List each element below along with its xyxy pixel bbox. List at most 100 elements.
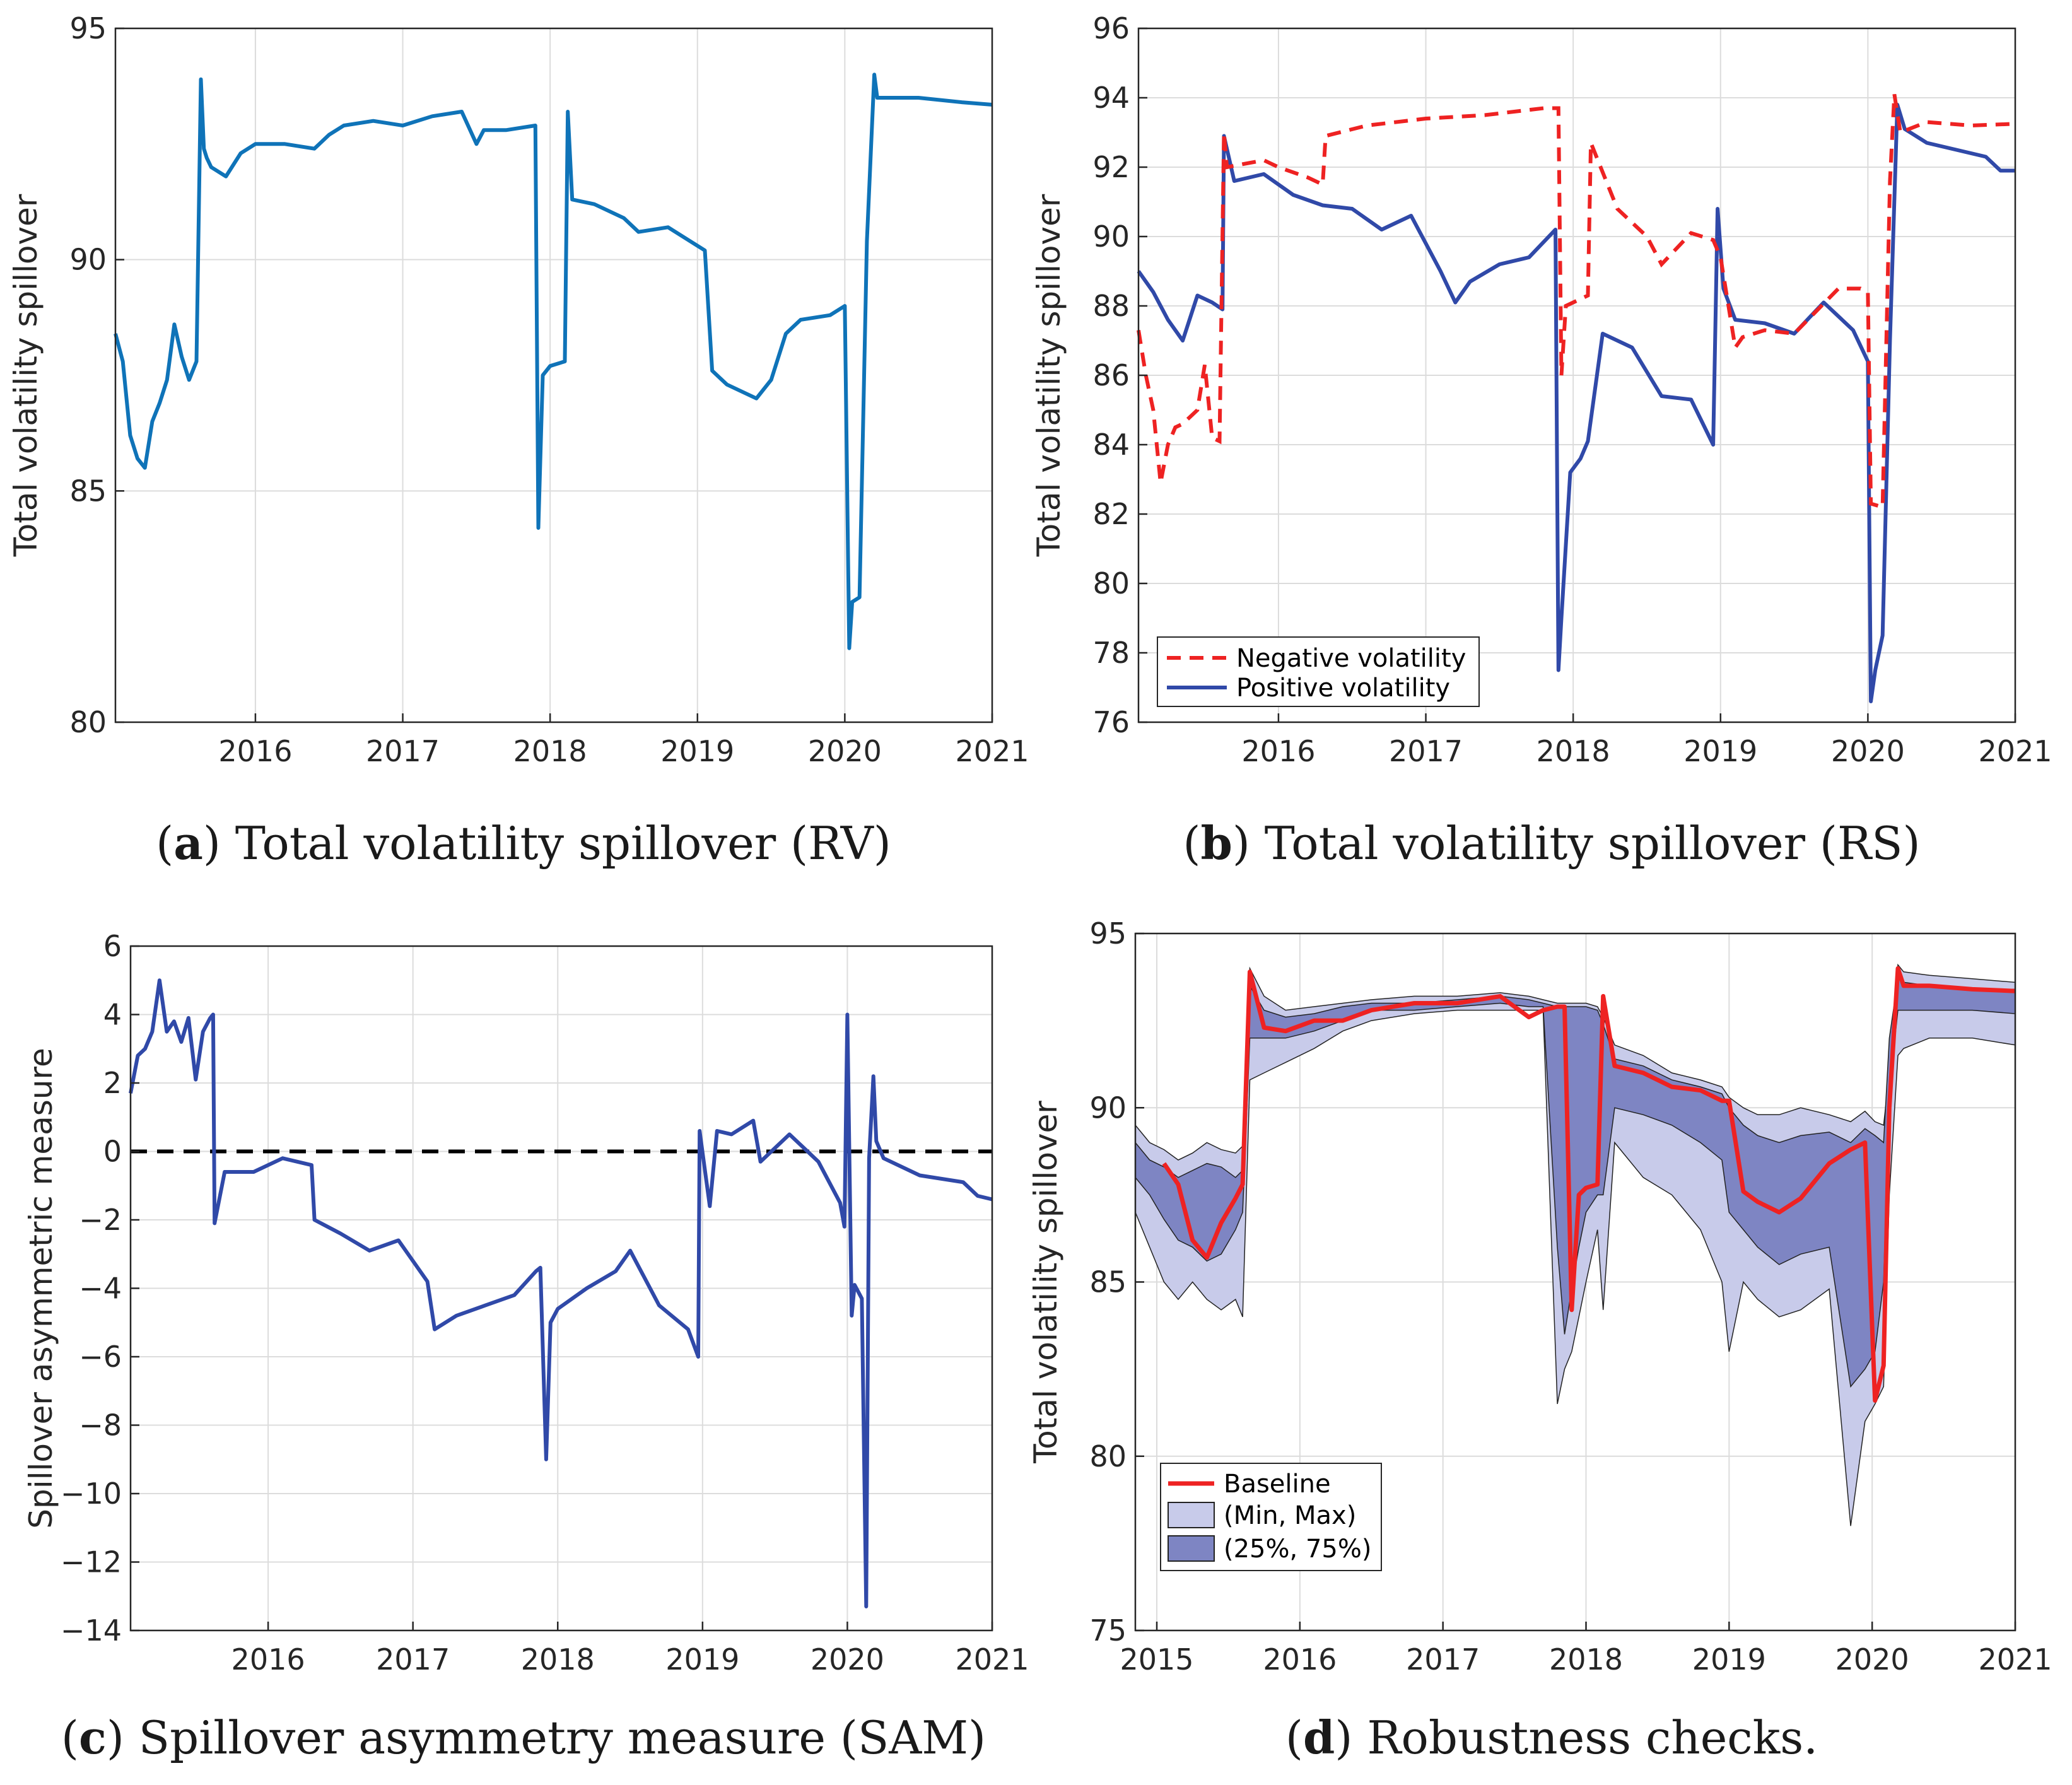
y-tick-label: 90 [1089,1091,1127,1125]
x-tick-label: 2017 [376,1642,450,1677]
y-tick-label: 88 [1092,289,1130,323]
panel-b-caption-letter: b [1200,816,1232,870]
panel-a-caption-text: Total volatility spillover (RV) [235,817,891,870]
y-tick-label: 80 [1092,566,1130,600]
legend-label-negative: Negative volatility [1236,644,1466,673]
x-tick-label: 2019 [1692,1642,1766,1677]
panel-c-ylabel: Spillover asymmetric measure [23,1048,59,1529]
series-line-baseline [1162,966,2016,1403]
x-tick-label: 2019 [665,1642,739,1677]
legend-label-iqr: (25%, 75%) [1224,1535,1371,1564]
y-tick-label: 75 [1089,1613,1127,1647]
panel-a-caption: (a) Total volatility spillover (RV) [156,816,891,870]
y-tick-label: 4 [103,998,122,1032]
y-tick-label: 95 [69,11,107,45]
panel-b-series [1137,94,2016,703]
panel-d-caption-letter: d [1303,1711,1335,1764]
y-tick-label: 95 [1089,916,1127,951]
x-tick-label: 2021 [955,1642,1029,1677]
y-tick-label: 2 [103,1066,122,1100]
y-tick-label: 96 [1092,11,1130,45]
y-tick-label: 85 [1089,1265,1127,1299]
x-tick-label: 2019 [660,734,734,768]
y-tick-label: 82 [1092,497,1130,531]
legend-swatch-minmax [1168,1502,1215,1528]
panel-a-ticks: 2016 2017 2018 2019 2020 2021 80 85 90 95 [69,11,1029,768]
panel-b-legend: Negative volatility Positive volatility [1157,636,1480,707]
y-tick-label: 80 [69,705,107,739]
panel-a-series [114,73,993,650]
y-tick-label: 92 [1092,150,1130,184]
x-tick-label: 2016 [1263,1642,1337,1677]
panel-d-series [1135,963,2016,1526]
panel-c-caption-text: Spillover asymmetry measure (SAM) [139,1711,986,1764]
x-tick-label: 2020 [811,1642,884,1677]
y-tick-label: 85 [69,474,107,508]
y-tick-label: 84 [1092,428,1130,462]
panel-c-series [129,978,993,1608]
panel-b-ticks: 2016 2017 2018 2019 2020 2021 76 78 80 82 84 86 88 90… [1092,11,2052,768]
panel-c-grid [131,945,993,1631]
panel-a-ylabel: Total volatility spillover [8,194,44,557]
panel-d-caption: (d) Robustness checks. [1285,1711,1818,1764]
y-tick-label: −12 [61,1545,122,1579]
y-tick-label: 90 [1092,219,1130,254]
series-line-sam [129,978,993,1608]
x-tick-label: 2020 [808,734,882,768]
y-tick-label: 76 [1092,705,1130,739]
panel-b-legend-box [1157,636,1480,707]
x-tick-label: 2021 [955,734,1029,768]
panel-b-caption-text: Total volatility spillover (RS) [1265,817,1921,870]
series-line-positive [1137,103,2015,703]
legend-label-minmax: (Min, Max) [1224,1501,1356,1530]
series-line-rv [114,73,993,650]
x-tick-label: 2015 [1120,1642,1193,1677]
panel-d-ticks: 2015 2016 2017 2018 2019 2020 2021 75 80 85 90 95 [1089,916,2052,1677]
panel-a-grid [115,28,993,723]
y-tick-label: 80 [1089,1439,1127,1473]
y-tick-label: 0 [103,1135,122,1169]
y-tick-label: 78 [1092,636,1130,670]
panel-b-rs-chart: 2016 2017 2018 2019 2020 2021 76 78 80 82 84 86 88 90… [1031,11,2052,870]
x-tick-label: 2019 [1683,734,1757,768]
y-tick-label: −6 [79,1340,122,1374]
panel-a-rv-chart: 2016 2017 2018 2019 2020 2021 80 85 90 95 Total v… [8,11,1029,870]
x-tick-label: 2018 [1536,734,1610,768]
x-tick-label: 2020 [1835,1642,1909,1677]
x-tick-label: 2016 [1241,734,1315,768]
x-tick-label: 2016 [231,1642,305,1677]
panel-d-legend: Baseline (Min, Max) (25%, 75%) [1160,1463,1382,1571]
y-tick-label: −14 [61,1613,122,1647]
x-tick-label: 2021 [1978,1642,2052,1677]
panel-b-caption: (b) Total volatility spillover (RS) [1183,816,1920,870]
panel-d-ylabel: Total volatility spillover [1027,1101,1064,1464]
panel-c-caption: (c) Spillover asymmetry measure (SAM) [61,1711,986,1764]
panel-d-robustness-chart: 2015 2016 2017 2018 2019 2020 2021 75 80 85 90 95 T… [1027,916,2052,1764]
panel-c-caption-letter: c [79,1711,107,1764]
x-tick-label: 2018 [521,1642,595,1677]
y-tick-label: 86 [1092,358,1130,392]
x-tick-label: 2018 [1549,1642,1623,1677]
y-tick-label: −10 [61,1477,122,1511]
panel-c-ticks: 2016 2017 2018 2019 2020 2021 −14 −12 −10 −8 −6 −4 −… [61,929,1029,1677]
legend-label-positive: Positive volatility [1236,674,1450,703]
legend-label-baseline: Baseline [1224,1470,1331,1499]
x-tick-label: 2017 [1389,734,1463,768]
panel-c-sam-chart: 2016 2017 2018 2019 2020 2021 −14 −12 −10 −8 −6 −4 −… [23,929,1029,1764]
x-tick-label: 2017 [1406,1642,1480,1677]
y-tick-label: 90 [69,243,107,277]
x-tick-label: 2020 [1831,734,1905,768]
panel-a-caption-letter: a [173,816,203,870]
panel-a-axes-frame [114,27,993,723]
x-tick-label: 2016 [218,734,292,768]
legend-swatch-iqr [1168,1535,1215,1562]
x-tick-label: 2018 [513,734,587,768]
y-tick-label: −2 [79,1203,122,1237]
x-tick-label: 2021 [1978,734,2052,768]
x-tick-label: 2017 [366,734,440,768]
y-tick-label: −8 [79,1408,122,1443]
y-tick-label: −4 [79,1272,122,1306]
panel-b-ylabel: Total volatility spillover [1031,194,1067,557]
panel-d-caption-text: Robustness checks. [1367,1711,1818,1764]
